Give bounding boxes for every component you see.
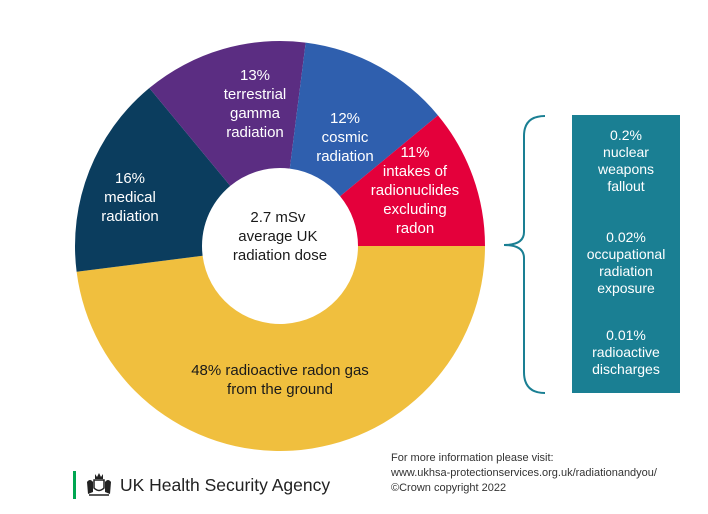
slice-label: 12% cosmic radiation xyxy=(316,110,374,165)
value: 0.02% xyxy=(606,229,646,245)
slice-label-line: excluding xyxy=(383,201,446,218)
slice-label: 48% radioactive radon gas from the ground xyxy=(191,362,369,398)
slice-label: 13% terrestrial gamma radiation xyxy=(224,67,287,141)
donut-slice xyxy=(149,41,306,186)
value: 0.2% xyxy=(610,127,642,143)
slice-label-line: radionuclides xyxy=(371,182,459,199)
label-line: fallout xyxy=(607,178,645,194)
label-line: radiation xyxy=(599,263,653,279)
slice-label: 16% medical radiation xyxy=(101,170,159,225)
slice-label-line: radiation xyxy=(101,208,159,225)
footer-info: For more information please visit: www.u… xyxy=(391,451,657,496)
donut-slice xyxy=(289,42,438,197)
label-line: exposure xyxy=(597,280,655,296)
ukhsa-logo: UK Health Security Agency xyxy=(73,471,330,499)
footer-link[interactable]: www.ukhsa-protectionservices.org.uk/radi… xyxy=(391,467,657,479)
slice-label-line: 48% radioactive radon gas xyxy=(191,362,369,379)
footer-line: For more information please visit: xyxy=(391,452,554,464)
slice-label-line: radiation xyxy=(226,124,284,141)
slice-label-line: intakes of xyxy=(383,163,448,180)
slice-label-line: medical xyxy=(104,189,156,206)
slice-label-line: radiation xyxy=(316,148,374,165)
label-line: discharges xyxy=(592,361,660,377)
slice-label-line: 11% xyxy=(401,144,430,161)
royal-crest-icon xyxy=(87,473,111,496)
bracket xyxy=(503,115,546,394)
slice-label-line: 16% xyxy=(115,170,145,187)
slice-label-line: radon xyxy=(396,220,434,237)
logo-text: UK Health Security Agency xyxy=(120,474,331,495)
center-label: 2.7 mSv average UK radiation dose xyxy=(233,209,327,264)
copyright: ©Crown copyright 2022 xyxy=(391,482,507,494)
slice-label-line: cosmic xyxy=(322,129,369,146)
label-line: nuclear xyxy=(603,144,649,160)
label-line: occupational xyxy=(586,246,666,262)
slice-label-line: terrestrial xyxy=(224,86,287,103)
minor-source-discharges: 0.01% radioactive discharges xyxy=(572,327,680,378)
slice-label-line: 13% xyxy=(240,67,270,84)
donut-slice xyxy=(74,88,231,272)
slice-label: 11% intakes of radionuclides excluding radon xyxy=(371,144,459,237)
label-line: radioactive xyxy=(592,344,660,360)
donut-slice xyxy=(76,246,485,451)
minor-sources-box: 0.2% nuclear weapons fallout 0.02% occup… xyxy=(572,115,680,393)
slice-label-line: gamma xyxy=(230,105,281,122)
logo-bar xyxy=(73,471,76,499)
minor-source-fallout: 0.2% nuclear weapons fallout xyxy=(572,127,680,195)
slice-label-line: from the ground xyxy=(227,381,333,398)
slice-label-line: 12% xyxy=(330,110,360,127)
minor-source-occupational: 0.02% occupational radiation exposure xyxy=(572,229,680,297)
donut-slice xyxy=(340,115,485,246)
value: 0.01% xyxy=(606,327,646,343)
label-line: weapons xyxy=(597,161,655,177)
